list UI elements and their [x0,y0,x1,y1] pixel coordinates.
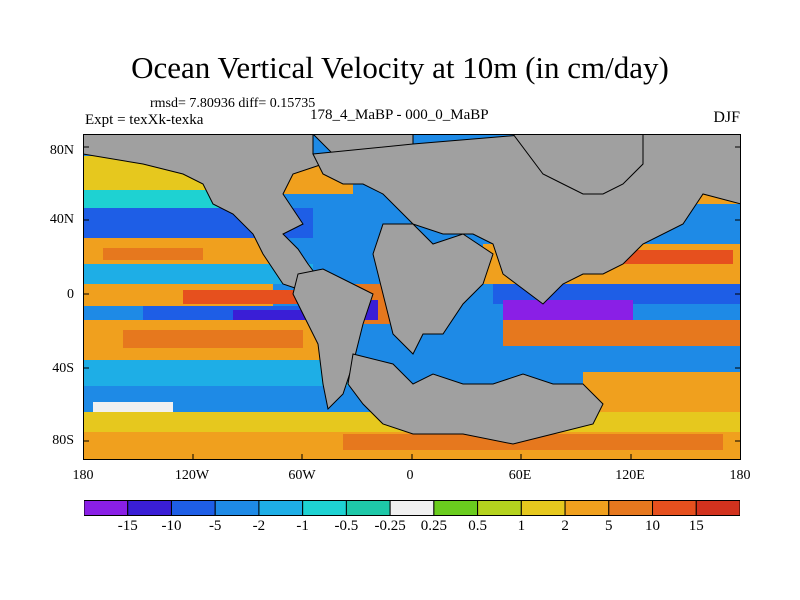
colorbar-label: 0.25 [420,518,447,534]
colorbar-label: 15 [688,518,704,534]
colorbar-swatch [84,500,129,516]
colorbar [84,500,740,516]
colorbar-swatch [652,500,697,516]
colorbar-label: -5 [208,518,222,534]
land-antarctica-africa [347,353,604,445]
colorbar-swatch [258,500,304,516]
colorbar-swatch [345,500,391,516]
colorbar-swatch [608,500,654,516]
colorbar-label: -0.25 [374,518,406,534]
expt-label: Expt = texXk-texka [85,112,204,128]
colorbar-label: -10 [161,518,182,534]
lon-label-0: 0 [406,468,414,483]
ocean-band [123,330,303,348]
ocean-band [503,346,741,372]
lat-label-80s: 80S [52,433,74,448]
map-ticks [83,146,741,460]
colorbar-swatch [695,500,740,516]
lat-label-40n: 40N [49,212,74,227]
colorbar-swatch [433,500,479,516]
stats-label: rmsd= 7.80936 diff= 0.15735 [150,96,316,111]
ocean-band [343,434,723,450]
lon-label-120e: 120E [615,468,645,483]
colorbar-swatch [477,500,522,516]
colorbar-label: -0.5 [334,518,359,534]
colorbar-label: 2 [561,518,569,534]
lon-label-120w: 120W [174,468,210,483]
map-plot [83,134,741,460]
land-australia [512,134,644,195]
colorbar-swatch [520,500,566,516]
lat-label-40s: 40S [52,361,74,376]
colorbar-swatch [127,500,172,516]
colorbar-label: -2 [252,518,266,534]
colorbar-label: 1 [517,518,526,534]
experiment-label: 178_4_MaBP - 000_0_MaBP [310,107,489,123]
colorbar-label: 5 [605,518,613,534]
colorbar-swatch [214,500,260,516]
ocean-band [183,290,313,304]
colorbar-label: 10 [645,518,661,534]
map-title: Ocean Vertical Velocity at 10m (in cm/da… [131,50,669,85]
ocean-band [233,310,343,320]
colorbar-label: 0.5 [468,518,487,534]
land-eurasia-africa [312,134,741,355]
colorbar-swatch [170,500,216,516]
lon-label-60e: 60E [508,468,532,483]
ocean-band [503,320,741,346]
ocean-band [93,402,173,412]
ocean-band [103,248,203,260]
lat-label-80n: 80N [49,143,74,158]
ocean-band [503,300,633,320]
lon-label-180e: 180 [729,468,751,483]
ocean-band [83,264,313,284]
colorbar-label: -1 [296,518,309,534]
colorbar-label: -15 [117,518,138,534]
ocean-band [83,360,353,386]
land-south-america [292,268,374,411]
colorbar-swatch [389,500,435,516]
lon-label-60w: 60W [288,468,316,483]
ocean-band [583,372,741,412]
lat-label-0: 0 [67,287,74,302]
lon-label-180w: 180 [72,468,94,483]
colorbar-swatch [302,500,347,516]
colorbar-swatch [564,500,610,516]
season-label: DJF [713,109,740,126]
